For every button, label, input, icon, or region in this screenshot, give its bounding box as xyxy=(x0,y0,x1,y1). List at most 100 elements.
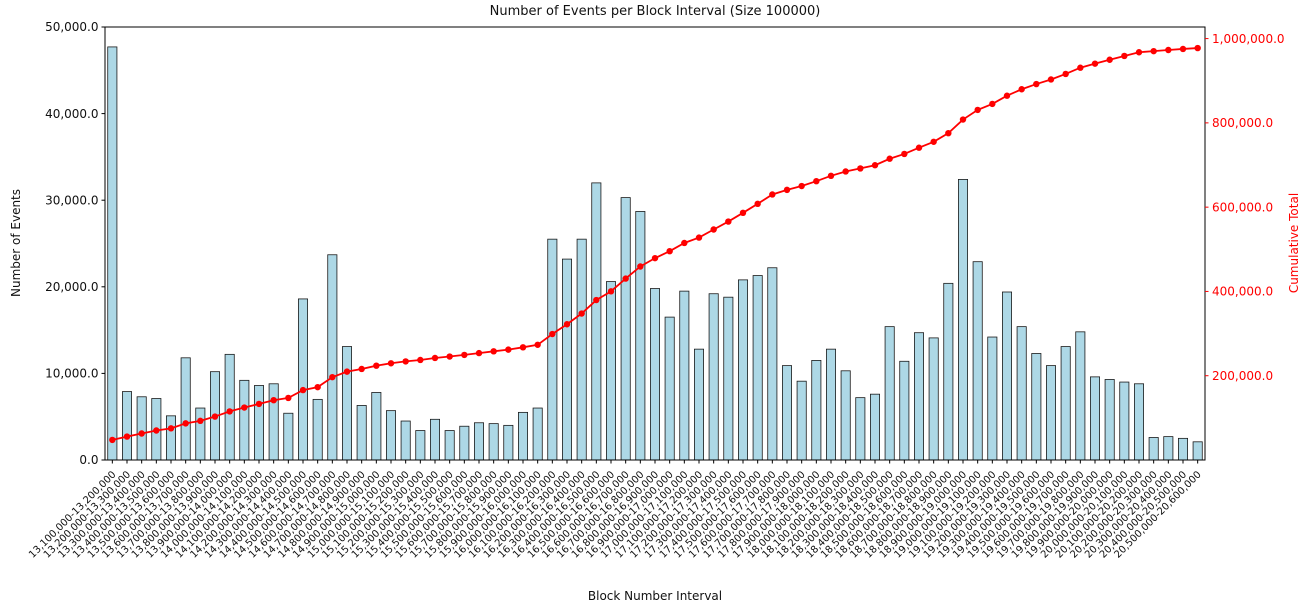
cumulative-point xyxy=(329,373,336,381)
cumulative-point xyxy=(563,321,571,328)
cumulative-point xyxy=(1077,64,1084,71)
svg-text:0.0: 0.0 xyxy=(79,453,98,467)
svg-text:800,000.0: 800,000.0 xyxy=(1212,116,1273,130)
bar xyxy=(1090,376,1101,461)
bar xyxy=(488,423,499,461)
svg-text:40,000.0: 40,000.0 xyxy=(45,107,98,121)
cumulative-point xyxy=(1033,80,1040,88)
bar xyxy=(356,405,367,461)
cumulative-point xyxy=(783,186,791,194)
cumulative-point xyxy=(153,427,160,434)
bar xyxy=(165,415,176,461)
bar xyxy=(591,182,602,461)
cumulative-point xyxy=(901,150,908,158)
cumulative-point xyxy=(123,433,131,440)
cumulative-point xyxy=(299,386,307,394)
bar xyxy=(738,279,749,461)
svg-text:10,000.0: 10,000.0 xyxy=(45,367,98,381)
cumulative-point xyxy=(314,383,321,391)
bar xyxy=(1119,381,1130,461)
cumulative-point xyxy=(1003,92,1011,99)
left-axis-ticks: 0.0 10,000.0 20,000.0 30,000.0 40,000.0 50,00… xyxy=(45,20,105,467)
cumulative-point xyxy=(417,356,424,364)
cumulative-point xyxy=(1179,45,1187,53)
cumulative-point xyxy=(387,360,395,367)
cumulative-point xyxy=(226,408,233,415)
cumulative-point xyxy=(285,394,292,402)
bar xyxy=(532,407,543,461)
cumulative-point xyxy=(255,400,263,408)
cumulative-point xyxy=(989,100,996,108)
cumulative-point xyxy=(607,288,615,295)
cumulative-point xyxy=(1018,86,1025,93)
cumulative-point xyxy=(666,247,673,255)
cumulative-point xyxy=(343,368,351,375)
chart-title: Number of Events per Block Interval (Siz… xyxy=(489,4,821,19)
cumulative-point xyxy=(622,275,629,282)
bar xyxy=(415,430,426,461)
bar xyxy=(312,398,323,461)
bar xyxy=(767,267,778,461)
cumulative-point xyxy=(402,358,409,365)
bar xyxy=(1104,379,1115,461)
cumulative-point xyxy=(197,417,204,425)
svg-text:30,000.0: 30,000.0 xyxy=(45,193,98,207)
cumulative-point xyxy=(915,144,923,151)
svg-text:50,000.0: 50,000.0 xyxy=(45,20,98,34)
bar xyxy=(327,254,338,461)
bar xyxy=(122,391,133,461)
bar xyxy=(914,332,925,461)
x-axis-ticks: 13,100,000-13,200,00013,200,000-13,300,0… xyxy=(27,460,1204,561)
cumulative-point xyxy=(871,162,879,169)
bars-group xyxy=(107,46,1203,461)
bar xyxy=(444,430,455,461)
cumulative-point xyxy=(842,168,849,175)
cumulative-line xyxy=(109,44,1201,444)
cumulative-point xyxy=(769,191,776,198)
cumulative-point xyxy=(1106,56,1113,63)
cumulative-point xyxy=(182,420,189,427)
bar xyxy=(459,425,470,461)
cumulative-point xyxy=(725,218,732,225)
cumulative-point xyxy=(1091,60,1099,67)
cumulative-point xyxy=(974,106,981,114)
bar xyxy=(473,422,484,461)
cumulative-point xyxy=(1150,47,1157,55)
cumulative-point xyxy=(211,413,219,420)
bar xyxy=(943,282,954,461)
bar xyxy=(884,326,895,461)
bar xyxy=(1046,365,1057,461)
cumulative-point xyxy=(1047,76,1055,83)
bar xyxy=(341,346,352,461)
cumulative-point xyxy=(109,436,116,444)
bar xyxy=(1134,383,1145,461)
cumulative-point xyxy=(431,354,439,362)
cumulative-point xyxy=(241,404,248,411)
svg-text:20,000.0: 20,000.0 xyxy=(45,280,98,294)
bar xyxy=(606,281,617,461)
bar xyxy=(664,316,675,461)
cumulative-point xyxy=(1165,46,1172,54)
bar xyxy=(796,380,807,461)
svg-text:200,000.0: 200,000.0 xyxy=(1212,369,1273,383)
cumulative-point xyxy=(167,425,175,432)
bar xyxy=(635,211,646,461)
cumulative-point xyxy=(651,254,659,262)
bar xyxy=(518,411,529,461)
cumulative-point xyxy=(754,200,761,208)
cumulative-point xyxy=(695,234,703,241)
bar xyxy=(620,197,631,461)
cumulative-point xyxy=(490,348,497,355)
bar xyxy=(928,337,939,461)
bar xyxy=(371,392,382,461)
cumulative-point xyxy=(358,365,365,373)
bar xyxy=(679,290,690,461)
svg-text:400,000.0: 400,000.0 xyxy=(1212,285,1273,299)
bar xyxy=(562,258,573,461)
bar xyxy=(650,288,661,461)
bar xyxy=(195,407,206,461)
bar xyxy=(239,379,250,461)
cumulative-point xyxy=(446,353,453,360)
bar xyxy=(811,360,822,461)
